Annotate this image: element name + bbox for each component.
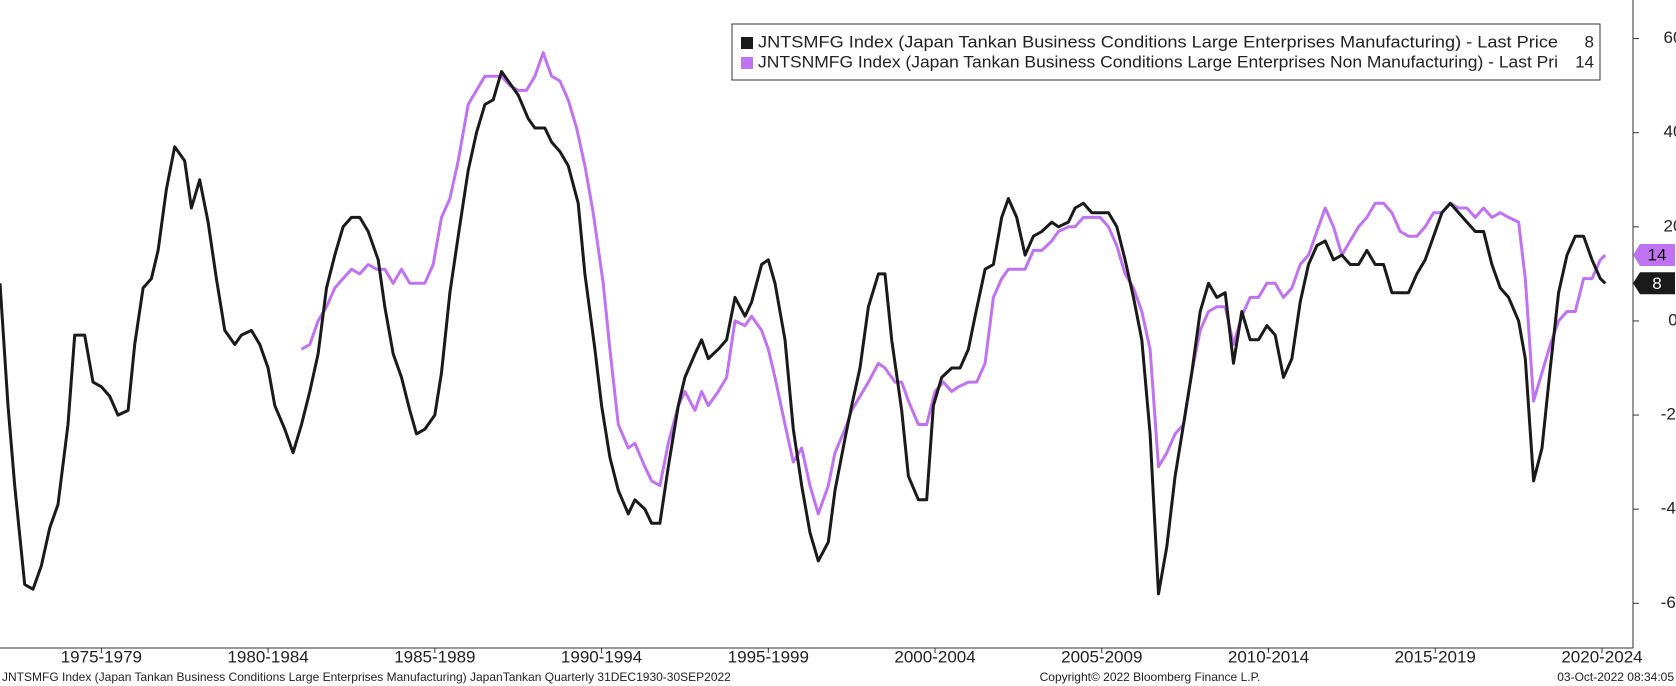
last-value-badge [1633, 244, 1675, 267]
x-tick-label: 1985-1989 [394, 647, 475, 666]
footer-right: 03-Oct-2022 08:34:05 [1557, 670, 1674, 684]
x-tick-label: 2005-2009 [1061, 647, 1142, 666]
plot [0, 51, 1607, 596]
last-value-label: 8 [1652, 274, 1661, 293]
last-value-label: 14 [1648, 246, 1667, 265]
x-tick-label: 2015-2019 [1395, 647, 1476, 666]
y-tick-label: 60 [1664, 28, 1676, 47]
legend-label: JNTSMFG Index (Japan Tankan Business Con… [758, 32, 1558, 51]
series-line [0, 70, 1607, 596]
x-tick-label: 1990-1994 [561, 647, 642, 666]
x-tick-label: 1975-1979 [61, 647, 142, 666]
last-value-badge [1633, 272, 1675, 295]
y-tick-label: 20 [1664, 216, 1676, 235]
y-tick-label: 40 [1664, 122, 1676, 141]
y-tick-label: -40 [1661, 499, 1676, 518]
x-tick-label: 2010-2014 [1228, 647, 1309, 666]
y-tick-label: 0 [1668, 310, 1676, 329]
legend-last-value: 8 [1585, 32, 1594, 51]
x-tick-label: 2020-2024 [1561, 647, 1642, 666]
x-tick-label: 1980-1984 [227, 647, 308, 666]
series-line [300, 51, 1607, 516]
y-tick-label: -20 [1661, 405, 1676, 424]
legend-swatch [741, 57, 753, 69]
legend-label: JNTSNMFG Index (Japan Tankan Business Co… [758, 52, 1558, 71]
y-tick-label: -60 [1661, 593, 1676, 612]
footer-center: Copyright© 2022 Bloomberg Finance L.P. [1040, 670, 1261, 684]
legend-box [731, 23, 1601, 81]
x-tick-label: 2000-2004 [894, 647, 975, 666]
legend-swatch [741, 37, 753, 49]
legend-last-value: 14 [1575, 52, 1594, 71]
footer-left: JNTSMFG Index (Japan Tankan Business Con… [2, 670, 731, 684]
x-tick-label: 1995-1999 [728, 647, 809, 666]
